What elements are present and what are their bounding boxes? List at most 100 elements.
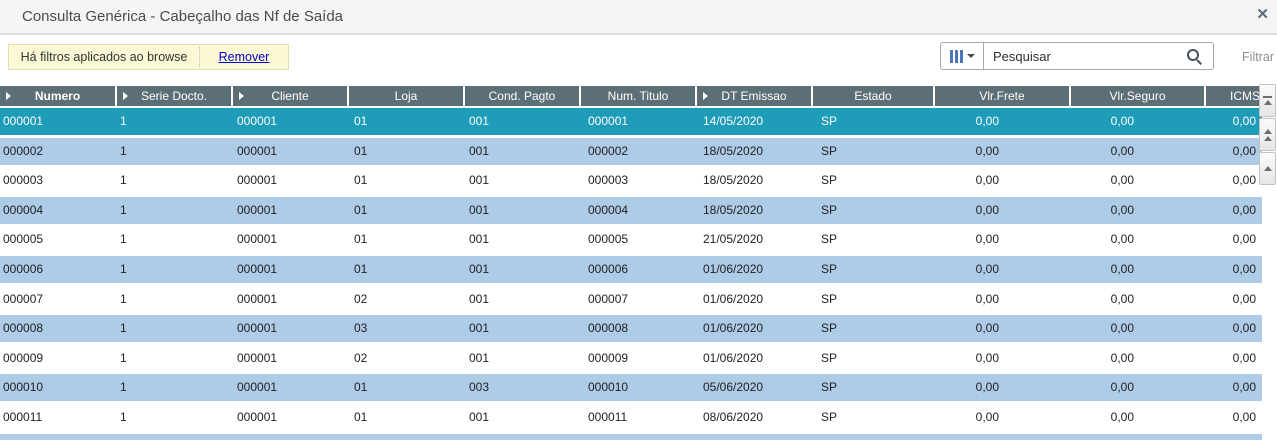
- table-cell[interactable]: 0,00: [975, 143, 999, 158]
- table-cell[interactable]: 000009: [3, 350, 44, 365]
- table-cell[interactable]: SP: [821, 202, 838, 217]
- table-cell[interactable]: 0,00: [1110, 409, 1134, 424]
- table-cell[interactable]: 08/06/2020: [703, 409, 764, 424]
- table-cell[interactable]: 000001: [237, 261, 278, 276]
- table-cell[interactable]: 1: [120, 173, 127, 188]
- table-cell[interactable]: 18/05/2020: [703, 202, 764, 217]
- table-cell[interactable]: 000004: [588, 202, 629, 217]
- column-header[interactable]: Serie Docto.: [117, 86, 231, 106]
- table-row[interactable]: 000010 1 000001 01 003 000010 05/06/2020 SP 0,00…: [0, 374, 1262, 402]
- table-cell[interactable]: 01: [354, 409, 368, 424]
- table-cell[interactable]: 01/06/2020: [703, 261, 764, 276]
- column-header[interactable]: Vlr.Frete: [935, 86, 1069, 106]
- table-cell[interactable]: 0,00: [1110, 232, 1134, 247]
- table-cell[interactable]: 0,00: [1110, 291, 1134, 306]
- table-cell[interactable]: 1: [120, 409, 127, 424]
- table-cell[interactable]: 000001: [588, 114, 629, 128]
- table-cell[interactable]: 000001: [3, 114, 44, 128]
- scroll-up-button[interactable]: [1259, 152, 1276, 185]
- table-cell[interactable]: 000001: [237, 380, 278, 395]
- table-cell[interactable]: 000001: [237, 409, 278, 424]
- table-cell[interactable]: 01/06/2020: [703, 291, 764, 306]
- column-selector-button[interactable]: [941, 43, 984, 69]
- table-cell[interactable]: 01/06/2020: [703, 321, 764, 336]
- table-cell[interactable]: 000001: [237, 143, 278, 158]
- column-header[interactable]: Vlr.Seguro: [1071, 86, 1204, 106]
- table-cell[interactable]: SP: [821, 409, 838, 424]
- table-row[interactable]: 000006 1 000001 01 001 000006 01/06/2020 SP 0,00…: [0, 255, 1262, 283]
- table-cell[interactable]: 0,00: [1232, 114, 1256, 128]
- table-row[interactable]: 000004 1 000001 01 001 000004 18/05/2020 SP 0,00…: [0, 196, 1262, 224]
- table-cell[interactable]: 000001: [237, 350, 278, 365]
- table-cell[interactable]: 0,00: [1232, 409, 1256, 424]
- table-cell[interactable]: 000011: [588, 409, 628, 424]
- table-cell[interactable]: 000001: [237, 321, 278, 336]
- table-cell[interactable]: 0,00: [1110, 114, 1134, 128]
- table-cell[interactable]: 1: [120, 114, 127, 128]
- table-cell[interactable]: 000002: [588, 143, 629, 158]
- table-cell[interactable]: 18/05/2020: [703, 143, 764, 158]
- table-cell[interactable]: 02: [354, 291, 368, 306]
- table-cell[interactable]: 0,00: [975, 380, 999, 395]
- table-row[interactable]: 000001 1 000001 01 001 000001 14/05/2020 SP 0,00…: [0, 108, 1262, 135]
- table-cell[interactable]: 000004: [3, 202, 44, 217]
- table-cell[interactable]: 000006: [3, 261, 44, 276]
- scroll-top-button[interactable]: [1259, 84, 1276, 117]
- table-cell[interactable]: 05/06/2020: [703, 380, 764, 395]
- table-cell[interactable]: 0,00: [975, 350, 999, 365]
- table-row[interactable]: 000009 1 000001 02 001 000009 01/06/2020 SP 0,00…: [0, 344, 1262, 372]
- table-cell[interactable]: 000011: [3, 409, 43, 424]
- table-cell[interactable]: 0,00: [1232, 232, 1256, 247]
- table-cell[interactable]: 0,00: [975, 173, 999, 188]
- table-cell[interactable]: 000008: [3, 321, 44, 336]
- table-cell[interactable]: 01: [354, 261, 368, 276]
- table-cell[interactable]: 0,00: [1110, 202, 1134, 217]
- table-cell[interactable]: 0,00: [1232, 143, 1256, 158]
- table-cell[interactable]: 000007: [3, 291, 44, 306]
- table-cell[interactable]: 000007: [588, 291, 629, 306]
- table-cell[interactable]: 0,00: [1110, 261, 1134, 276]
- table-row[interactable]: 000011 1 000001 01 001 000011 08/06/2020 SP 0,00…: [0, 403, 1262, 431]
- table-cell[interactable]: SP: [821, 143, 838, 158]
- column-header[interactable]: DT Emissao: [697, 86, 811, 106]
- table-cell[interactable]: SP: [821, 232, 838, 247]
- column-header[interactable]: Numero: [0, 86, 115, 106]
- table-cell[interactable]: 18/05/2020: [703, 173, 764, 188]
- table-cell[interactable]: SP: [821, 350, 838, 365]
- table-cell[interactable]: 0,00: [1232, 261, 1256, 276]
- table-cell[interactable]: 0,00: [1110, 173, 1134, 188]
- table-cell[interactable]: 1: [120, 350, 127, 365]
- table-cell[interactable]: 1: [120, 143, 127, 158]
- column-header[interactable]: Loja: [349, 86, 463, 106]
- table-cell[interactable]: 000009: [588, 350, 629, 365]
- remove-filter-link[interactable]: Remover: [218, 50, 270, 64]
- table-cell[interactable]: 14/05/2020: [703, 114, 764, 128]
- table-cell[interactable]: 1: [120, 261, 127, 276]
- table-cell[interactable]: SP: [821, 321, 838, 336]
- close-icon[interactable]: ✕: [1256, 6, 1269, 23]
- table-row[interactable]: 000002 1 000001 01 001 000002 18/05/2020 SP 0,00…: [0, 137, 1262, 165]
- table-row[interactable]: 000007 1 000001 02 001 000007 01/06/2020 SP 0,00…: [0, 285, 1262, 313]
- column-header[interactable]: Num. Titulo: [581, 86, 695, 106]
- table-cell[interactable]: 0,00: [975, 232, 999, 247]
- table-cell[interactable]: 0,00: [1232, 291, 1256, 306]
- table-cell[interactable]: 001: [469, 232, 490, 247]
- column-header[interactable]: Estado: [813, 86, 933, 106]
- table-cell[interactable]: 001: [469, 321, 490, 336]
- table-cell[interactable]: SP: [821, 173, 838, 188]
- table-cell[interactable]: 003: [469, 380, 490, 395]
- table-cell[interactable]: 0,00: [1110, 143, 1134, 158]
- table-cell[interactable]: 0,00: [1232, 380, 1256, 395]
- table-cell[interactable]: 000003: [3, 173, 44, 188]
- table-cell[interactable]: 000001: [237, 232, 278, 247]
- table-cell[interactable]: SP: [821, 291, 838, 306]
- table-cell[interactable]: 0,00: [1232, 202, 1256, 217]
- table-cell[interactable]: 21/05/2020: [703, 232, 764, 247]
- table-cell[interactable]: 1: [120, 380, 127, 395]
- table-cell[interactable]: 0,00: [1232, 173, 1256, 188]
- table-cell[interactable]: 001: [469, 114, 490, 128]
- table-cell[interactable]: 1: [120, 321, 127, 336]
- table-cell[interactable]: 0,00: [975, 114, 999, 128]
- table-cell[interactable]: 03: [354, 321, 368, 336]
- table-cell[interactable]: 000001: [237, 291, 278, 306]
